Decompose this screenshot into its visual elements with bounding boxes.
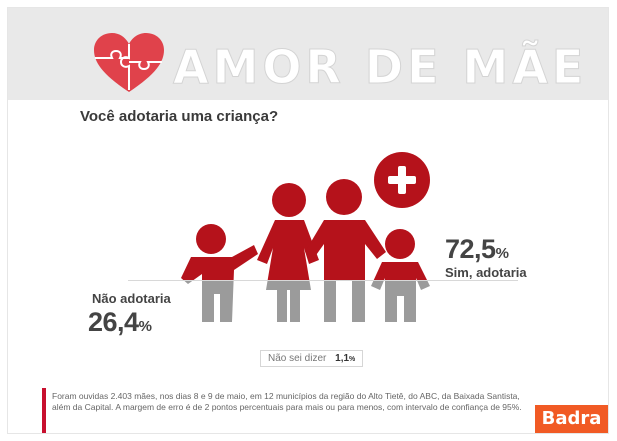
footnote-accent: [42, 388, 46, 433]
footnote-line-2: além da Capital. A margem de erro é de 2…: [52, 402, 522, 412]
footnote: Foram ouvidas 2.403 mães, nos dias 8 e 9…: [52, 391, 522, 413]
divider-line: [128, 280, 518, 281]
yes-value: 72,5%: [445, 234, 509, 264]
no-value: 26,4%: [88, 307, 152, 337]
header-title: AMOR DE MÃE: [172, 40, 588, 95]
chart-question: Você adotaria uma criança?: [80, 108, 279, 125]
family-pictogram: [181, 152, 430, 322]
header-banner: AMOR DE MÃE: [8, 8, 608, 100]
yes-label: Sim, adotaria: [445, 265, 527, 280]
infographic-frame: AMOR DE MÃE Você adotaria uma criança?: [8, 8, 608, 433]
unknown-label: Não sei dizer: [268, 353, 327, 364]
brand-logo: Badra: [535, 405, 608, 433]
puzzle-heart-icon: [94, 33, 164, 92]
unknown-badge: Não sei dizer 1,1%: [260, 350, 364, 367]
unknown-value: 1,1%: [335, 353, 356, 364]
no-label: Não adotaria: [92, 291, 171, 306]
footnote-line-1: Foram ouvidas 2.403 mães, nos dias 8 e 9…: [52, 391, 520, 401]
plus-icon: [374, 152, 430, 208]
